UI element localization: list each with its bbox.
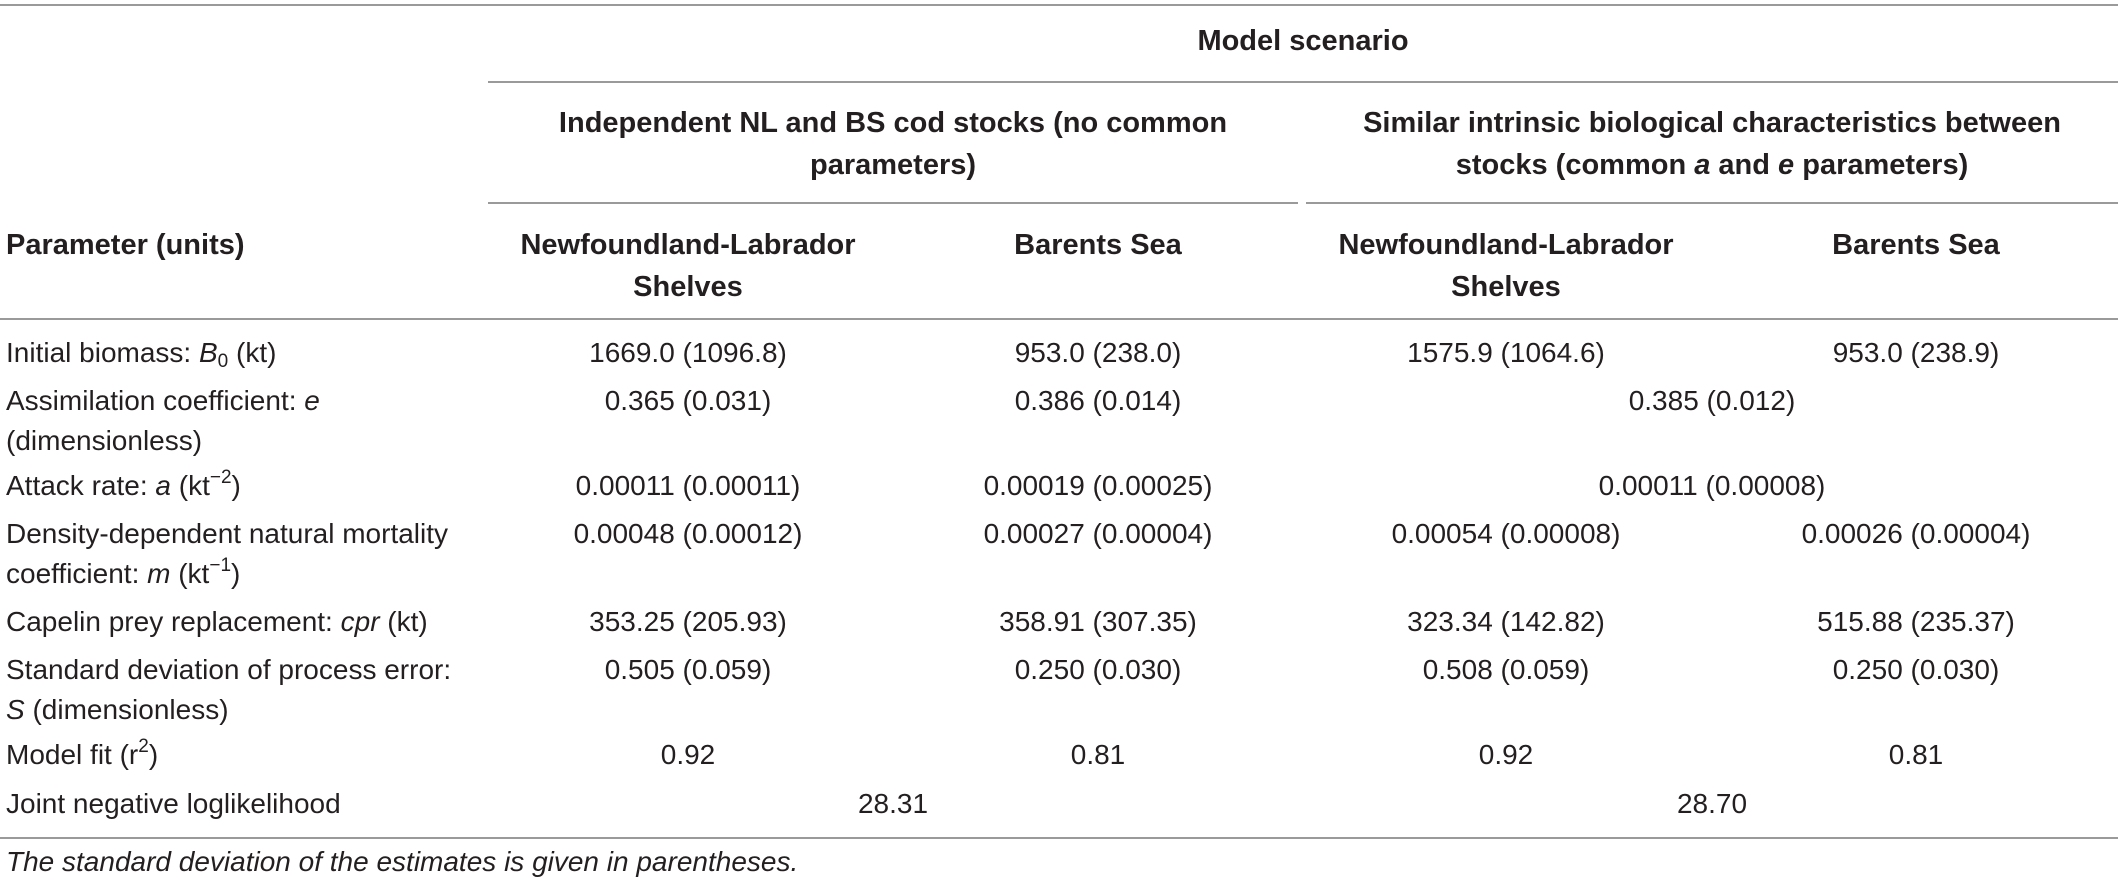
table-cell: 28.70 — [1676, 788, 1748, 819]
table-cell: 953.0 (238.0) — [1014, 337, 1182, 368]
scenario2-heading-line2: stocks (common a and e parameters) — [1455, 149, 1969, 181]
s1-bs-heading: Barents Sea — [1014, 229, 1182, 261]
scenario2-heading: Similar intrinsic biological characteris… — [1306, 102, 2118, 186]
s1-nl-heading: Newfoundland-Labrador Shelves — [520, 229, 856, 303]
row-mortality-label: Density-dependent natural mortality coef… — [6, 518, 449, 589]
row-model-fit-label: Model fit (r2) — [6, 736, 159, 770]
table-cell: 353.25 (205.93) — [589, 606, 787, 637]
table-cell: 1669.0 (1096.8) — [589, 337, 787, 368]
table-cell: 358.91 (307.35) — [999, 606, 1197, 637]
scenario1-rule — [488, 202, 1298, 204]
table-cell: 0.385 (0.012) — [1628, 385, 1796, 416]
table-cell: 953.0 (238.9) — [1832, 337, 2000, 368]
row-attack-rate-label: Attack rate: a (kt−2) — [6, 467, 241, 501]
table-cell: 0.00019 (0.00025) — [983, 470, 1213, 501]
table-cell: 0.508 (0.059) — [1422, 654, 1590, 685]
table-cell: 0.505 (0.059) — [604, 654, 772, 685]
s2-nl-heading: Newfoundland-Labrador Shelves — [1338, 229, 1674, 303]
row-assimilation-label: Assimilation coefficient: e (dimensionle… — [6, 385, 320, 456]
table-cell: 0.00048 (0.00012) — [573, 518, 803, 549]
table-cell: 1575.9 (1064.6) — [1407, 337, 1605, 368]
scenario1-heading-line2: parameters) — [809, 149, 977, 181]
row-process-error-label: Standard deviation of process error: S (… — [6, 654, 452, 725]
row-capelin-label: Capelin prey replacement: cpr (kt) — [6, 606, 428, 637]
scenario1-heading-line1: Independent NL and BS cod stocks (no com… — [558, 107, 1228, 139]
scenario2-heading-line1: Similar intrinsic biological characteris… — [1363, 107, 2061, 139]
table-cell: 0.00011 (0.00008) — [1598, 470, 1826, 501]
table-cell: 28.31 — [857, 788, 929, 819]
table-top-rule — [0, 4, 2118, 6]
parameter-units-heading: Parameter (units) — [6, 229, 245, 261]
model-scenario-rule — [488, 81, 2118, 83]
table-cell: 0.386 (0.014) — [1014, 385, 1182, 416]
row-joint-nll-label: Joint negative loglikelihood — [6, 788, 341, 819]
table-cell: 0.250 (0.030) — [1832, 654, 2000, 685]
scenario2-rule — [1306, 202, 2118, 204]
table-cell: 323.34 (142.82) — [1407, 606, 1605, 637]
table-bottom-rule — [0, 837, 2118, 839]
s2-bs-heading: Barents Sea — [1832, 229, 2000, 261]
table-cell: 0.81 — [1888, 739, 1944, 770]
table-footnote: The standard deviation of the estimates … — [6, 846, 799, 877]
table-cell: 515.88 (235.37) — [1817, 606, 2015, 637]
table-cell: 0.92 — [1478, 739, 1534, 770]
table-cell: 0.250 (0.030) — [1014, 654, 1182, 685]
table-cell: 0.00026 (0.00004) — [1801, 518, 2031, 549]
table-cell: 0.81 — [1070, 739, 1126, 770]
table-cell: 0.00054 (0.00008) — [1391, 518, 1621, 549]
table-cell: 0.00011 (0.00011) — [575, 470, 801, 501]
table-cell: 0.00027 (0.00004) — [983, 518, 1213, 549]
table-cell: 0.365 (0.031) — [604, 385, 772, 416]
header-bottom-rule — [0, 318, 2118, 320]
scenario1-heading: Independent NL and BS cod stocks (no com… — [488, 102, 1298, 186]
row-initial-biomass-label: Initial biomass: B0 (kt) — [6, 337, 277, 372]
table-cell: 0.92 — [660, 739, 716, 770]
model-scenario-heading: Model scenario — [1197, 25, 1409, 57]
